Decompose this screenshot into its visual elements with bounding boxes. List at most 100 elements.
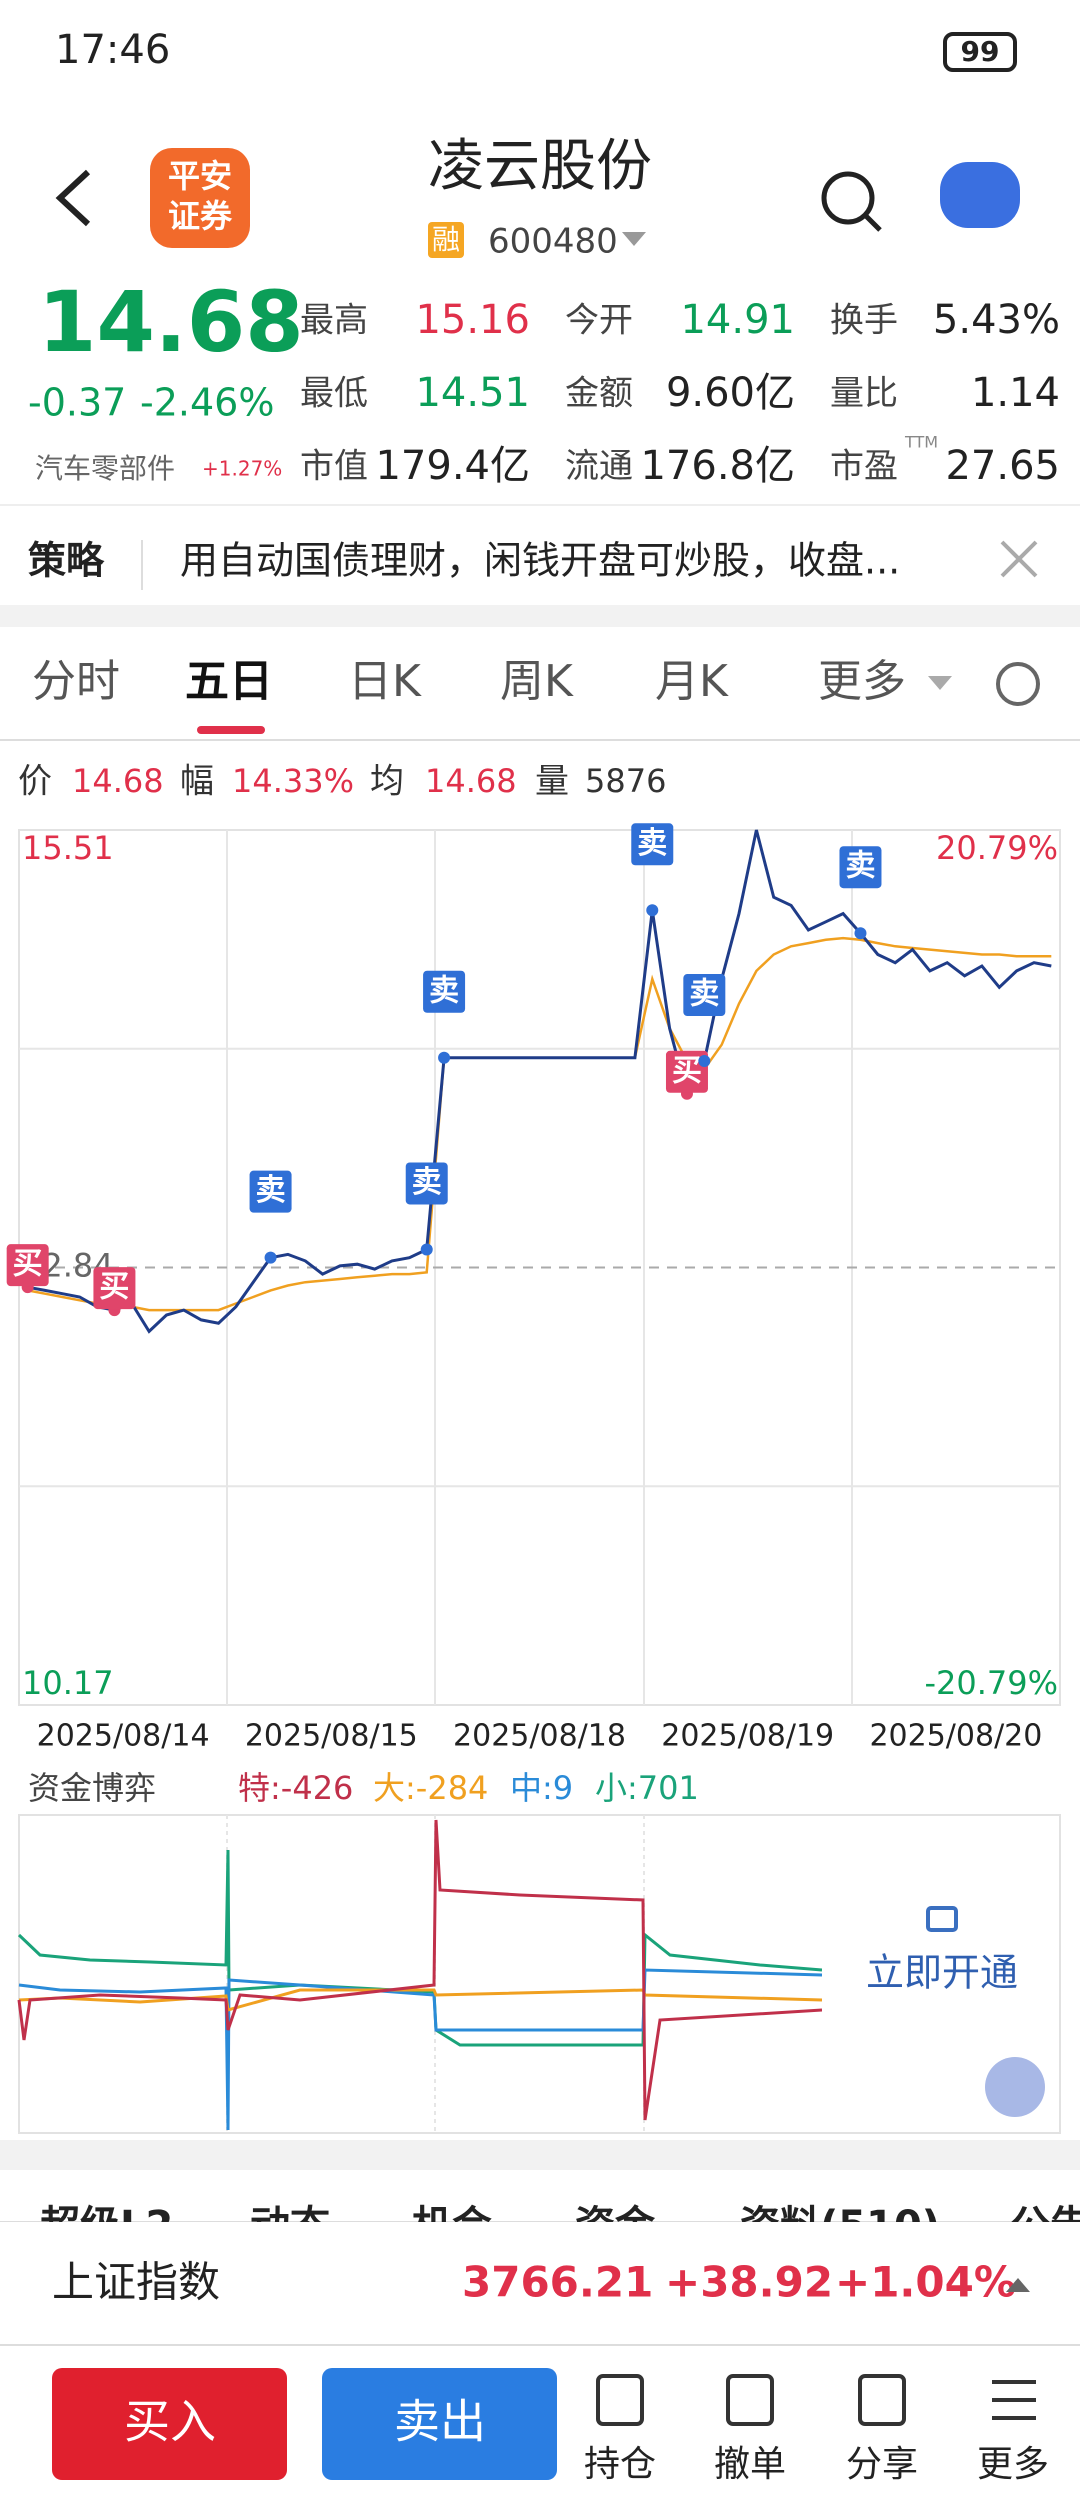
broker-name: 证券 — [168, 197, 233, 235]
tool-label[interactable]: 撤单 — [714, 2444, 786, 2485]
trade-dot — [698, 1055, 711, 1068]
trade-tag — [683, 974, 726, 1017]
tab[interactable]: 月K — [655, 656, 729, 707]
stat-value: 5.43% — [933, 297, 1060, 343]
stat-value: 179.4亿 — [375, 443, 530, 489]
trade-dot — [854, 927, 867, 940]
flow-item: 大:-284 — [373, 1769, 488, 1807]
stat-sup: TTM — [904, 433, 938, 452]
badge-bg — [428, 222, 464, 258]
stat-value: 27.65 — [945, 443, 1060, 489]
sector-change: +1.27% — [202, 457, 282, 481]
info-value: 5876 — [585, 762, 666, 800]
x-tick-label: 2025/08/15 — [245, 1719, 418, 1754]
stat-value: 14.91 — [680, 297, 795, 343]
toolbar-icons — [596, 2374, 1036, 2426]
buy-button[interactable] — [52, 2368, 287, 2480]
tab[interactable]: 分时 — [32, 656, 120, 707]
trade-label: 买 — [99, 1270, 129, 1305]
stat-value: 1.14 — [971, 370, 1060, 416]
y2-tick-label: -20.79% — [924, 1664, 1058, 1702]
trade-tag — [665, 1050, 708, 1093]
search-icon[interactable] — [821, 171, 875, 225]
trade-dot — [646, 904, 659, 917]
trade-tag — [249, 1170, 292, 1213]
close-icon[interactable] — [1000, 540, 1038, 578]
buy-label[interactable]: 买入 — [124, 2395, 216, 2449]
info-value: 14.33% — [232, 762, 354, 800]
stat-value: 176.8亿 — [640, 443, 795, 489]
stat-label: 换手 — [830, 301, 898, 341]
tool-label[interactable]: 更多 — [977, 2444, 1049, 2485]
tab-underline — [197, 726, 265, 734]
unlock-button[interactable]: 立即开通 — [866, 1951, 1018, 1995]
trade-label: 卖 — [689, 977, 719, 1012]
info-label: 量 — [535, 762, 569, 802]
trade-label: 卖 — [637, 826, 667, 861]
flow-frame — [18, 1814, 1061, 2134]
broker-name: 平安 — [168, 157, 232, 195]
x-tick-label: 2025/08/20 — [869, 1719, 1042, 1754]
stock-name: 凌云股份 — [428, 134, 652, 199]
x-tick-label: 2025/08/14 — [37, 1719, 210, 1754]
y-tick-label: 10.17 — [22, 1664, 114, 1702]
index-text: 上证指数 — [52, 2258, 220, 2307]
sell-button[interactable] — [322, 2368, 557, 2480]
index-text: 3766.21 — [462, 2258, 653, 2307]
tab[interactable]: 更多 — [818, 656, 906, 707]
trade-label: 买 — [13, 1247, 43, 1282]
trade-label: 买 — [672, 1053, 702, 1088]
tab[interactable]: 五日 — [185, 656, 273, 707]
trade-tag — [423, 970, 466, 1013]
stat-label: 市盈 — [830, 447, 898, 487]
tab[interactable]: 日K — [348, 656, 422, 707]
x-tick-label: 2025/08/18 — [453, 1719, 626, 1754]
trade-label: 卖 — [412, 1165, 442, 1200]
flow-item: 特:-426 — [238, 1769, 353, 1807]
tab[interactable]: 周K — [500, 656, 574, 707]
tool-label[interactable]: 分享 — [846, 2444, 918, 2485]
settings-icon[interactable] — [996, 662, 1040, 706]
expand-arrow[interactable] — [1006, 2278, 1030, 2292]
trade-tag — [631, 823, 674, 866]
average-line — [27, 936, 1052, 1312]
info-label: 价 — [18, 762, 52, 802]
expand-icon[interactable] — [985, 2057, 1045, 2117]
dropdown[interactable] — [928, 676, 952, 690]
info-value: 14.68 — [72, 762, 164, 800]
money-flow-lines — [17, 1819, 823, 2131]
price-change-pct: -2.46% — [140, 381, 274, 425]
tool-label[interactable]: 持仓 — [584, 2444, 656, 2485]
dropdown[interactable] — [622, 232, 646, 246]
battery-level: 99 — [961, 35, 1000, 68]
stat-value: 15.16 — [415, 297, 530, 343]
search-handle — [864, 214, 882, 232]
gap — [0, 2140, 1080, 2170]
price-line — [27, 829, 1052, 1334]
info-value: 14.68 — [425, 762, 517, 800]
back-button[interactable] — [55, 169, 91, 227]
trade-dot — [264, 1251, 277, 1264]
index-text: +1.04% — [835, 2258, 1016, 2307]
sector: 汽车零部件 — [35, 452, 175, 485]
trade-label: 卖 — [429, 973, 459, 1008]
stat-label: 最高 — [300, 301, 368, 341]
y2-tick-label: 20.79% — [936, 829, 1058, 867]
price-change: -0.37 — [28, 381, 126, 425]
index-text: +38.92 — [665, 2258, 833, 2307]
broker-logo[interactable] — [150, 148, 250, 248]
index-bar-bg — [0, 2222, 1080, 2344]
stock-code: 600480 — [488, 222, 618, 262]
trade-label: 卖 — [256, 1173, 286, 1208]
y-tick-label: 15.51 — [22, 829, 114, 867]
trade-tag — [405, 1162, 448, 1205]
assistant-icon[interactable] — [940, 162, 1020, 228]
x-tick-label: 2025/08/19 — [661, 1719, 834, 1754]
flow-title: 资金博弈 — [28, 1769, 156, 1807]
stat-label: 流通 — [565, 447, 633, 487]
sell-label[interactable]: 卖出 — [394, 2395, 486, 2449]
info-label: 幅 — [180, 762, 214, 802]
stat-value: 14.51 — [415, 370, 530, 416]
flow-item: 小:701 — [595, 1769, 699, 1807]
